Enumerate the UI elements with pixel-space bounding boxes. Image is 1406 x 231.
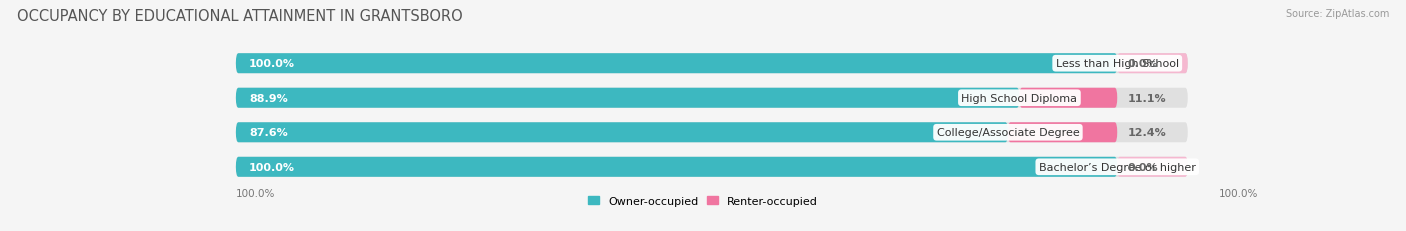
- Text: 100.0%: 100.0%: [1219, 188, 1258, 198]
- Text: College/Associate Degree: College/Associate Degree: [936, 128, 1080, 138]
- FancyBboxPatch shape: [1019, 88, 1118, 108]
- Text: 100.0%: 100.0%: [236, 188, 276, 198]
- Legend: Owner-occupied, Renter-occupied: Owner-occupied, Renter-occupied: [583, 191, 823, 210]
- Text: 88.9%: 88.9%: [249, 93, 288, 103]
- Text: 0.0%: 0.0%: [1128, 59, 1159, 69]
- Text: OCCUPANCY BY EDUCATIONAL ATTAINMENT IN GRANTSBORO: OCCUPANCY BY EDUCATIONAL ATTAINMENT IN G…: [17, 9, 463, 24]
- FancyBboxPatch shape: [236, 88, 1019, 108]
- Text: Less than High School: Less than High School: [1056, 59, 1178, 69]
- FancyBboxPatch shape: [236, 88, 1188, 108]
- FancyBboxPatch shape: [236, 123, 1008, 143]
- Text: High School Diploma: High School Diploma: [962, 93, 1077, 103]
- FancyBboxPatch shape: [1118, 157, 1188, 177]
- FancyBboxPatch shape: [236, 54, 1188, 74]
- Text: 100.0%: 100.0%: [249, 59, 295, 69]
- Text: 87.6%: 87.6%: [249, 128, 288, 138]
- Text: 12.4%: 12.4%: [1128, 128, 1167, 138]
- Text: 0.0%: 0.0%: [1128, 162, 1159, 172]
- FancyBboxPatch shape: [236, 54, 1118, 74]
- FancyBboxPatch shape: [236, 157, 1188, 177]
- FancyBboxPatch shape: [1008, 123, 1118, 143]
- FancyBboxPatch shape: [1118, 54, 1188, 74]
- Text: 11.1%: 11.1%: [1128, 93, 1167, 103]
- FancyBboxPatch shape: [236, 123, 1188, 143]
- Text: 100.0%: 100.0%: [249, 162, 295, 172]
- Text: Bachelor’s Degree or higher: Bachelor’s Degree or higher: [1039, 162, 1195, 172]
- Text: Source: ZipAtlas.com: Source: ZipAtlas.com: [1285, 9, 1389, 19]
- FancyBboxPatch shape: [236, 157, 1118, 177]
